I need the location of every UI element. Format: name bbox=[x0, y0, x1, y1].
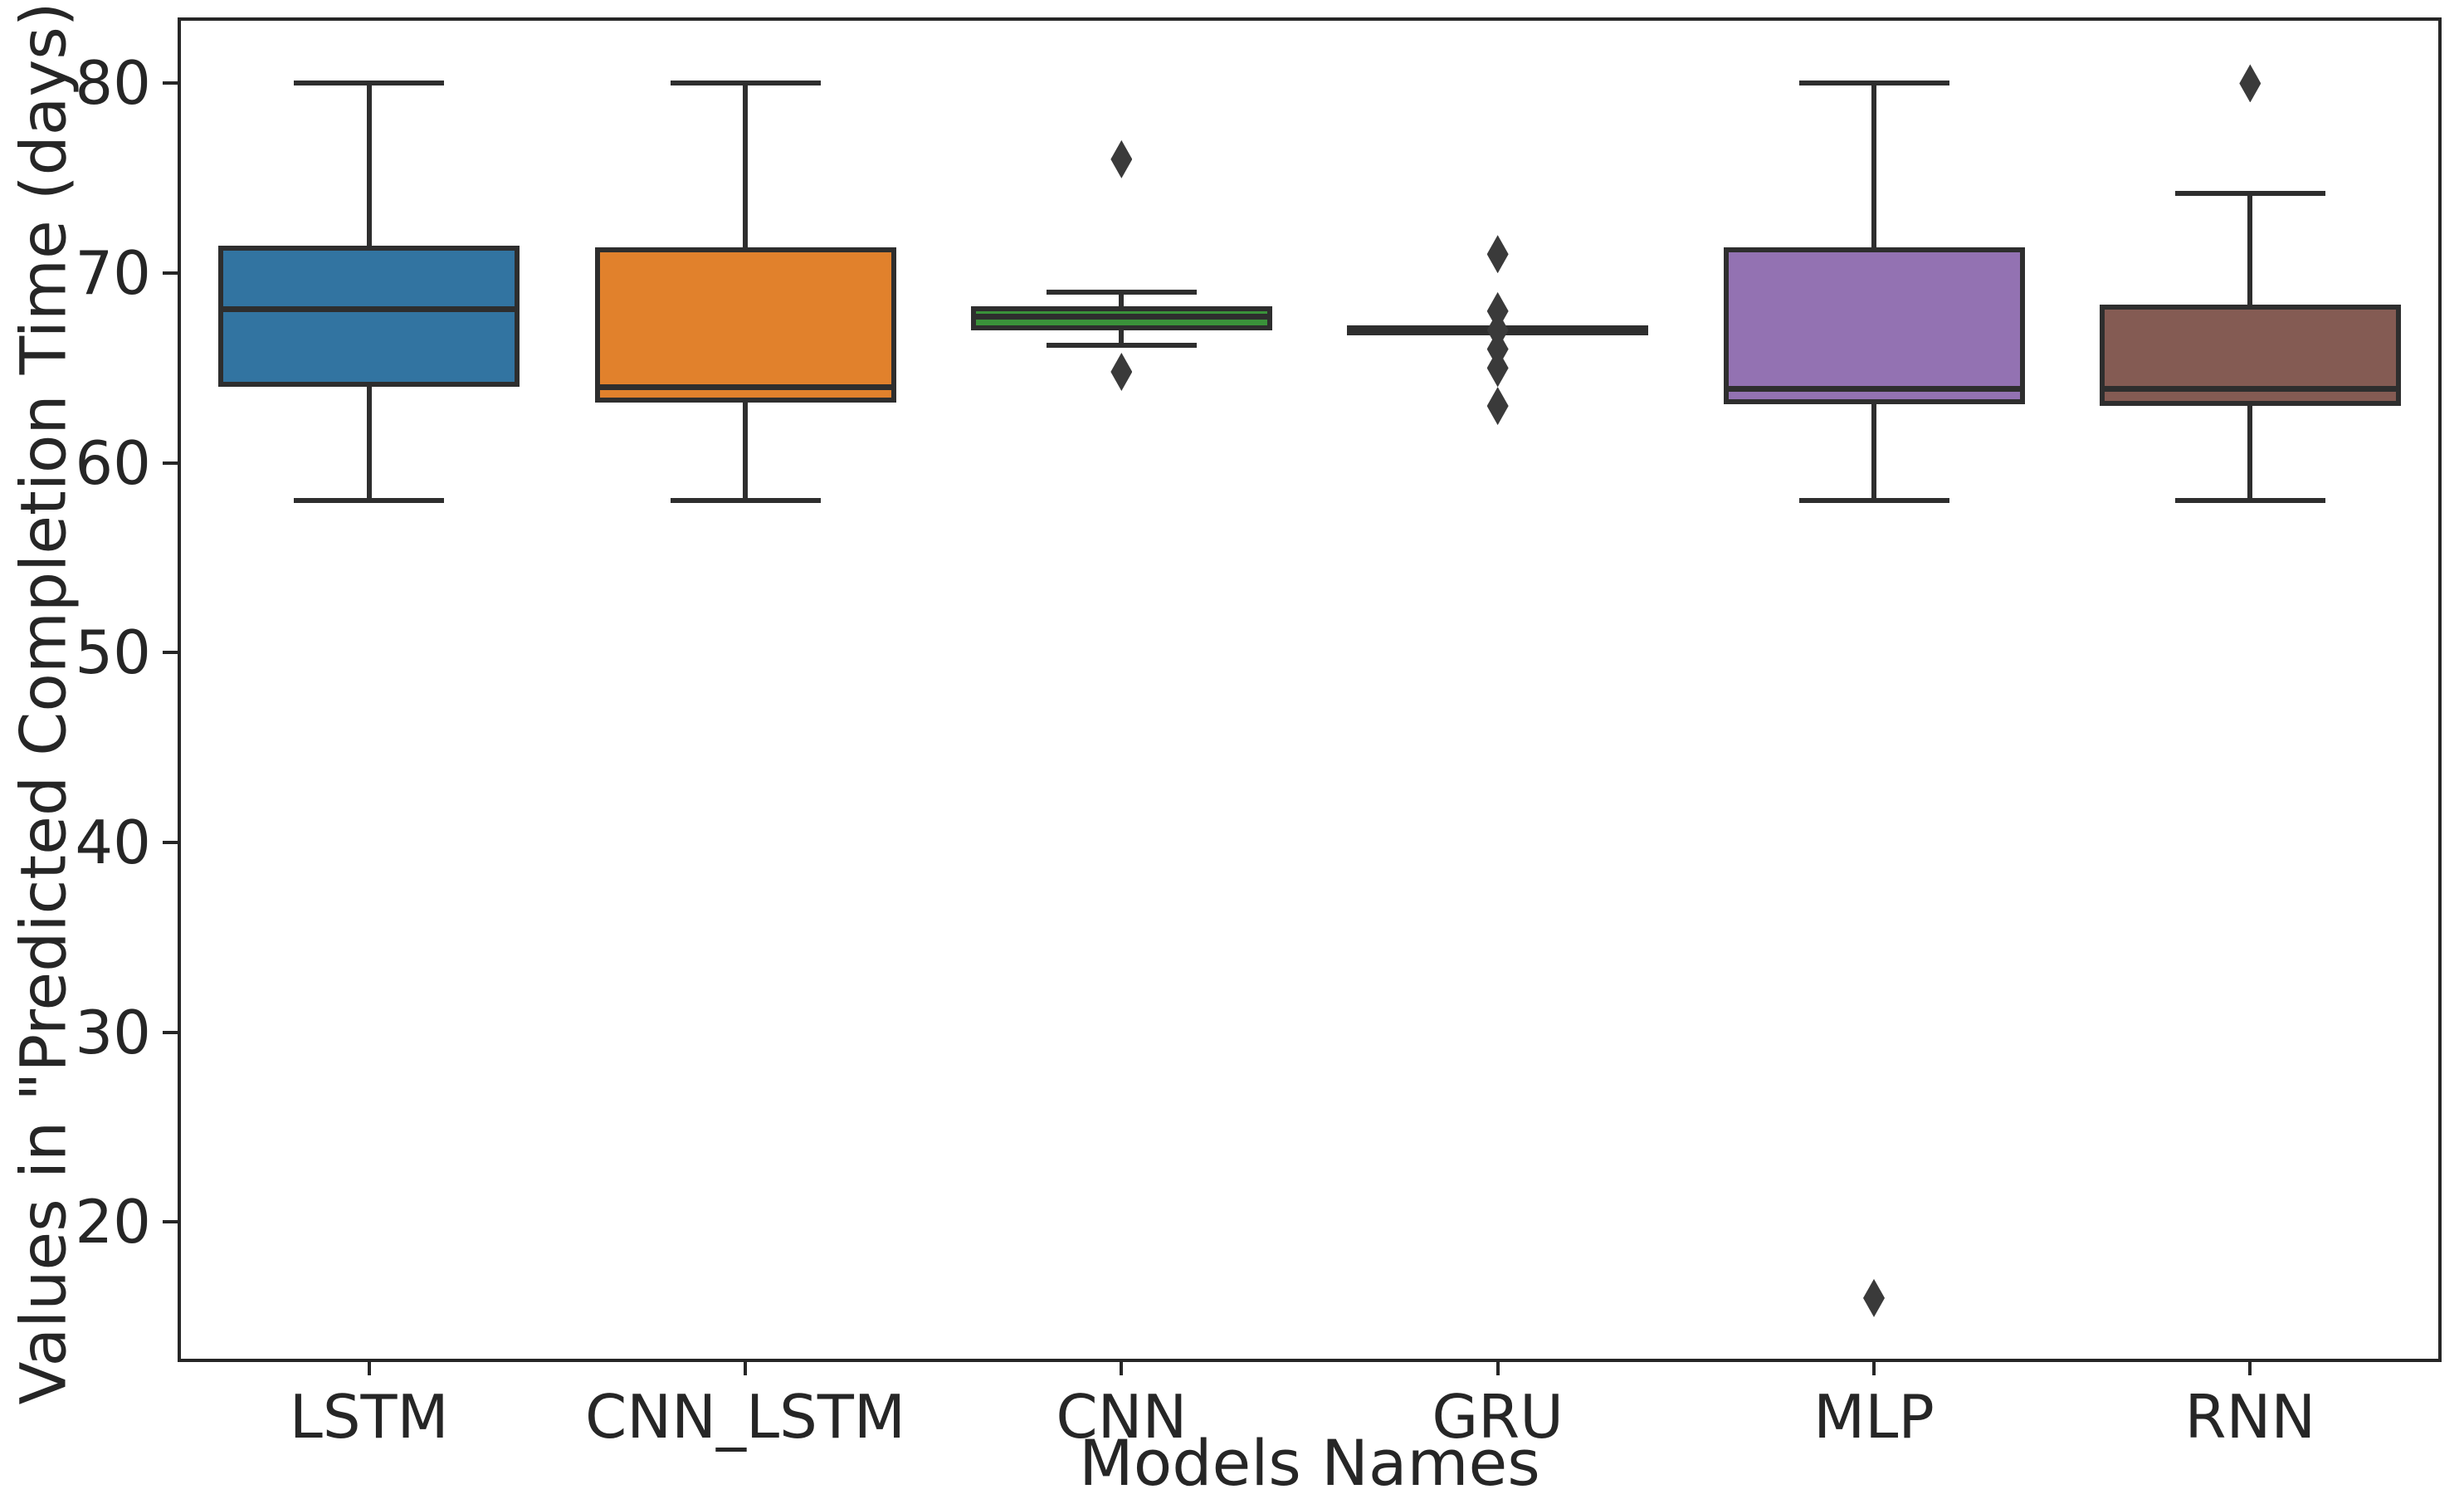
y-tick-mark bbox=[163, 841, 179, 845]
y-tick-mark bbox=[163, 461, 179, 465]
whisker-cap-high-LSTM bbox=[294, 81, 445, 86]
y-tick-label: 40 bbox=[75, 808, 151, 878]
y-tick-mark bbox=[163, 271, 179, 276]
x-tick-mark bbox=[1872, 1359, 1876, 1375]
x-tick-label: LSTM bbox=[289, 1382, 449, 1452]
x-tick-mark bbox=[744, 1359, 747, 1375]
median-CNN_LSTM bbox=[594, 383, 896, 390]
x-axis-label: Models Names bbox=[1079, 1426, 1540, 1499]
median-CNN bbox=[970, 314, 1272, 320]
y-tick-label: 60 bbox=[75, 427, 151, 498]
median-RNN bbox=[2099, 386, 2401, 393]
y-tick-label: 20 bbox=[75, 1187, 151, 1257]
box-LSTM bbox=[218, 245, 520, 388]
y-tick-mark bbox=[163, 1220, 179, 1224]
box-MLP bbox=[1723, 247, 2025, 404]
x-tick-label: MLP bbox=[1813, 1382, 1935, 1452]
whisker-cap-low-CNN_LSTM bbox=[670, 498, 821, 504]
x-tick-label: RNN bbox=[2184, 1382, 2316, 1452]
y-tick-mark bbox=[163, 81, 179, 85]
whisker-cap-high-MLP bbox=[1798, 81, 1949, 86]
y-tick-label: 70 bbox=[75, 238, 151, 309]
x-tick-label: CNN bbox=[1056, 1382, 1188, 1452]
plot-area bbox=[178, 17, 2442, 1362]
median-LSTM bbox=[218, 306, 520, 313]
whisker-cap-low-RNN bbox=[2174, 498, 2325, 504]
median-MLP bbox=[1723, 386, 2025, 393]
whisker-cap-high-CNN_LSTM bbox=[670, 81, 821, 86]
box-CNN_LSTM bbox=[594, 247, 896, 403]
x-tick-label: GRU bbox=[1432, 1382, 1564, 1452]
y-tick-mark bbox=[163, 1030, 179, 1034]
x-tick-mark bbox=[2248, 1359, 2252, 1375]
y-tick-label: 80 bbox=[75, 48, 151, 119]
whisker-cap-high-RNN bbox=[2174, 191, 2325, 197]
x-tick-mark bbox=[367, 1359, 371, 1375]
x-tick-mark bbox=[1120, 1359, 1124, 1375]
x-tick-label: CNN_LSTM bbox=[585, 1382, 905, 1452]
y-tick-label: 30 bbox=[75, 997, 151, 1067]
whisker-cap-low-CNN bbox=[1046, 342, 1197, 348]
whisker-cap-low-LSTM bbox=[294, 498, 445, 504]
y-tick-label: 50 bbox=[75, 618, 151, 688]
whisker-cap-low-MLP bbox=[1798, 498, 1949, 504]
x-tick-mark bbox=[1495, 1359, 1500, 1375]
whisker-cap-high-CNN bbox=[1046, 289, 1197, 295]
y-tick-mark bbox=[163, 651, 179, 655]
